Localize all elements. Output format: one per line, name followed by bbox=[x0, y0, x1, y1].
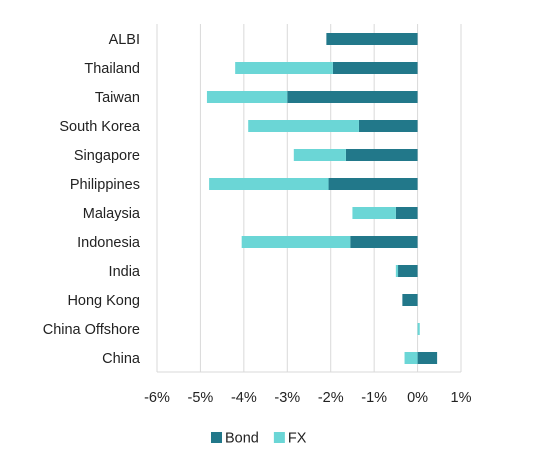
category-labels: ALBI Thailand Taiwan South Korea Singapore Ph… bbox=[43, 32, 141, 367]
legend-label-bond: Bond bbox=[225, 431, 259, 447]
bar-fx bbox=[293, 149, 346, 161]
bar-bond bbox=[398, 265, 418, 277]
bar-bond bbox=[358, 120, 418, 132]
bar-fx bbox=[352, 207, 396, 219]
bar-bond bbox=[350, 236, 418, 248]
category-label: Singapore bbox=[74, 148, 140, 164]
x-tick-label: 0% bbox=[407, 390, 428, 406]
bar-fx bbox=[248, 120, 359, 132]
category-label: India bbox=[109, 264, 141, 280]
bar-fx bbox=[209, 178, 329, 190]
x-tick-label: -1% bbox=[361, 390, 387, 406]
x-tick-label: -4% bbox=[231, 390, 257, 406]
category-label: ALBI bbox=[109, 32, 140, 48]
bars bbox=[206, 33, 438, 364]
category-label: Malaysia bbox=[83, 206, 141, 222]
category-label: South Korea bbox=[59, 119, 141, 135]
bar-bond bbox=[345, 149, 418, 161]
legend: Bond FX bbox=[211, 431, 307, 447]
category-label: Taiwan bbox=[95, 90, 140, 106]
x-tick-label: -6% bbox=[144, 390, 170, 406]
legend-swatch-fx bbox=[273, 432, 285, 443]
x-tick-label: -2% bbox=[318, 390, 344, 406]
x-tick-label: 1% bbox=[451, 390, 472, 406]
x-tick-labels: -6% -5% -4% -3% -2% -1% 0% 1% bbox=[144, 390, 471, 406]
category-label: Thailand bbox=[84, 61, 140, 77]
bar-fx bbox=[235, 62, 333, 74]
bar-bond bbox=[328, 178, 418, 190]
bar-bond bbox=[332, 62, 418, 74]
bar-fx bbox=[417, 323, 420, 335]
x-tick-label: -3% bbox=[274, 390, 300, 406]
bar-fx bbox=[241, 236, 351, 248]
category-label: Indonesia bbox=[77, 235, 141, 251]
legend-label-fx: FX bbox=[288, 431, 307, 447]
bar-fx bbox=[404, 352, 418, 364]
bar-bond bbox=[395, 207, 418, 219]
bar-bond bbox=[287, 91, 418, 103]
category-label: Hong Kong bbox=[67, 293, 140, 309]
bar-fx bbox=[206, 91, 288, 103]
category-label: China bbox=[102, 351, 141, 367]
bar-fx bbox=[395, 265, 399, 277]
category-label: Philippines bbox=[70, 177, 140, 193]
x-tick-label: -5% bbox=[188, 390, 214, 406]
category-label: China Offshore bbox=[43, 322, 140, 338]
grid-lines bbox=[156, 24, 462, 373]
bar-bond bbox=[326, 33, 418, 45]
bar-bond bbox=[402, 294, 418, 306]
bar-bond bbox=[417, 352, 438, 364]
legend-swatch-bond bbox=[211, 432, 222, 443]
